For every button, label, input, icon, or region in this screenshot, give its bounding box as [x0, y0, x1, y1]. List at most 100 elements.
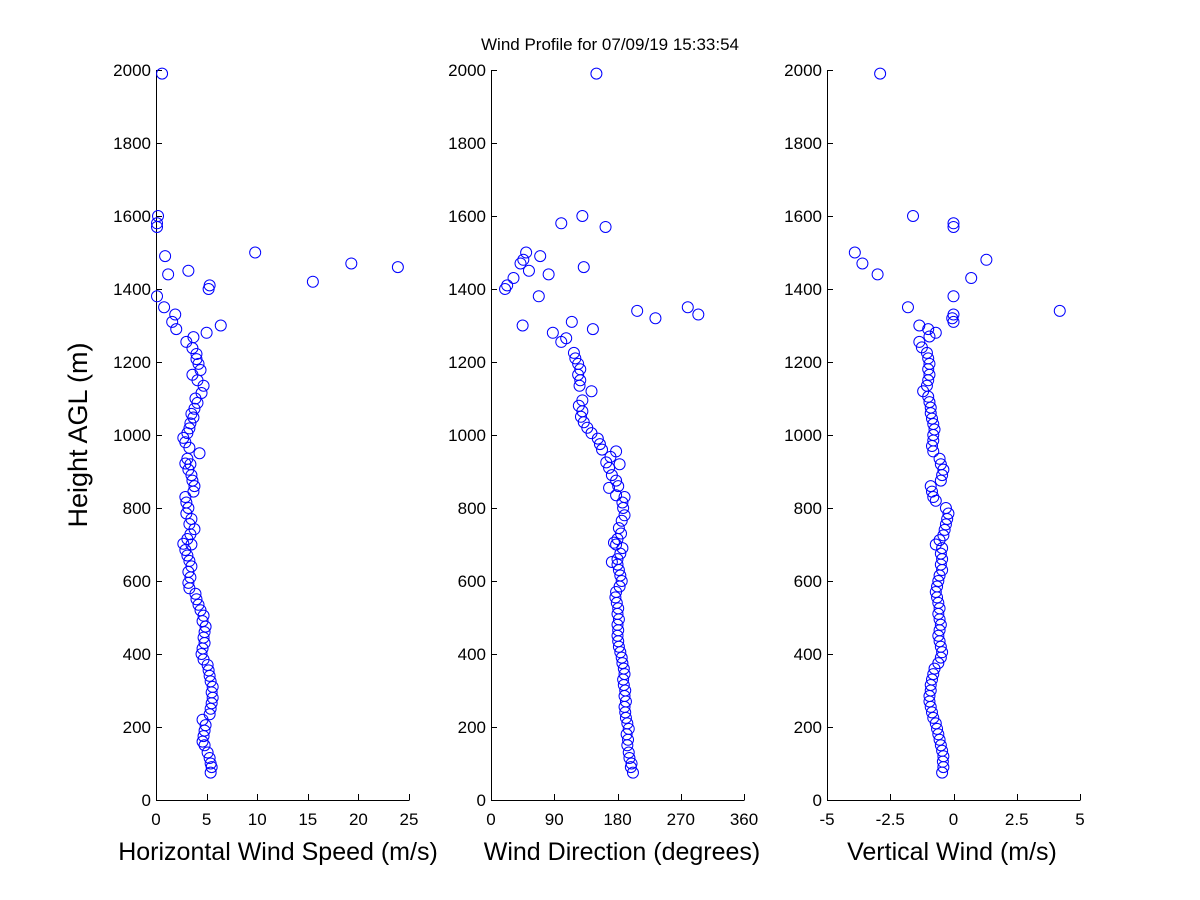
vertical-data-point [924, 480, 937, 493]
direction-data-point [623, 752, 636, 765]
direction-y-tick-label: 2000 [448, 61, 486, 80]
vertical-data-point [934, 458, 947, 471]
speed-data-point [391, 261, 404, 274]
speed-y-tick-label: 1000 [113, 426, 151, 445]
speed-data-point [195, 387, 208, 400]
speed-data-point [159, 250, 172, 263]
vertical-data-point [931, 722, 944, 735]
speed-y-tick-label: 800 [123, 499, 151, 518]
vertical-data-point [929, 717, 942, 730]
direction-data-point [610, 489, 623, 502]
vertical-data-point [934, 474, 947, 487]
vertical-data-point [934, 739, 947, 752]
speed-data-point [184, 458, 197, 471]
direction-data-point [622, 746, 635, 759]
direction-data-point [542, 268, 555, 281]
vertical-data-point [934, 640, 947, 653]
direction-data-point [618, 491, 631, 504]
vertical-data-point [947, 308, 960, 321]
speed-data-point [306, 275, 319, 288]
vertical-data-point [932, 728, 945, 741]
speed-data-point [162, 268, 175, 281]
direction-data-point [576, 210, 589, 222]
direction-y-tick-label: 1200 [448, 353, 486, 372]
speed-data-point [194, 364, 207, 377]
direction-data-point [615, 651, 628, 664]
speed-data-point [180, 496, 193, 509]
direction-data-point [577, 261, 590, 274]
vertical-data-point [934, 547, 947, 560]
vertical-data-point [856, 257, 869, 270]
speed-data-point [195, 648, 208, 660]
direction-data-point [516, 319, 529, 332]
direction-data-point [574, 363, 587, 376]
vertical-data-point [932, 657, 945, 670]
speed-data-point [183, 422, 196, 435]
vertical-data-point [934, 618, 947, 631]
speed-data-point [249, 246, 262, 259]
direction-data-point [616, 542, 629, 555]
vertical-data-point [920, 379, 933, 392]
speed-x-tick-label: 10 [248, 810, 267, 829]
horizontal-wind-speed-panel: 0 200 400 600 800 1000 1200 1400 1600 1800 2000 0 5 1… [113, 61, 438, 866]
direction-x-tick-label: 0 [486, 810, 495, 829]
vertical-data-point [913, 335, 926, 348]
direction-data-point [590, 67, 603, 80]
speed-y-tick-label: 2000 [113, 61, 151, 80]
speed-data-point [177, 537, 190, 550]
vertical-data-point [936, 542, 949, 555]
speed-data-point [182, 502, 195, 514]
speed-y-tick-label: 1200 [113, 353, 151, 372]
direction-x-tick-label: 360 [730, 810, 758, 829]
vertical-data-point [925, 485, 938, 498]
vertical-data-point [933, 452, 946, 465]
speed-data-point [179, 491, 192, 504]
speed-data-point [201, 746, 214, 759]
vertical-data-point [947, 217, 960, 230]
vertical-data-point [965, 272, 978, 285]
speed-data-point [202, 283, 215, 295]
direction-y-tick-label: 800 [458, 499, 486, 518]
direction-data-point [622, 722, 635, 735]
speed-x-axis-label: Horizontal Wind Speed (m/s) [118, 838, 438, 866]
vertical-data-point [937, 463, 950, 476]
chart-title: Wind Profile for 07/09/19 15:33:54 [481, 35, 739, 54]
vertical-x-tick-label: 2.5 [1005, 810, 1029, 829]
speed-data-point [204, 766, 217, 779]
direction-data-point [532, 290, 545, 303]
vertical-data-point [980, 253, 993, 266]
direction-data-point [565, 315, 578, 328]
vertical-data-point [927, 711, 940, 724]
vertical-data-point [932, 575, 945, 587]
vertical-data-point [1053, 304, 1066, 317]
direction-y-tick-label: 1800 [448, 134, 486, 153]
direction-y-tick-label: 0 [477, 791, 486, 810]
speed-data-point [188, 402, 201, 415]
speed-data-point [187, 331, 200, 344]
vertical-data-point [913, 319, 926, 332]
direction-data-point [585, 385, 598, 398]
direction-data-point [603, 481, 616, 494]
direction-data-point [522, 264, 535, 277]
speed-data-point [203, 752, 216, 765]
direction-data-point [517, 253, 530, 266]
direction-data-point [631, 304, 644, 317]
speed-x-tick-label: 5 [202, 810, 211, 829]
vertical-data-point [933, 602, 946, 615]
vertical-data-point [925, 673, 938, 686]
direction-data-point [576, 394, 589, 407]
direction-data-point [555, 217, 568, 230]
vertical-data-point [871, 268, 884, 281]
direction-data-point [618, 509, 631, 522]
direction-data-point [614, 569, 627, 582]
direction-y-tick-label: 400 [458, 645, 486, 664]
vertical-y-tick-label: 1200 [784, 353, 822, 372]
speed-data-point [158, 301, 171, 314]
speed-data-point [345, 257, 358, 270]
direction-x-axis-label: Wind Direction (degrees) [484, 838, 761, 866]
vertical-data-point [931, 580, 944, 593]
vertical-data-point [927, 491, 940, 504]
speed-x-tick-label: 20 [349, 810, 368, 829]
vertical-x-axis-label: Vertical Wind (m/s) [847, 838, 1057, 866]
direction-data-point [567, 346, 580, 359]
